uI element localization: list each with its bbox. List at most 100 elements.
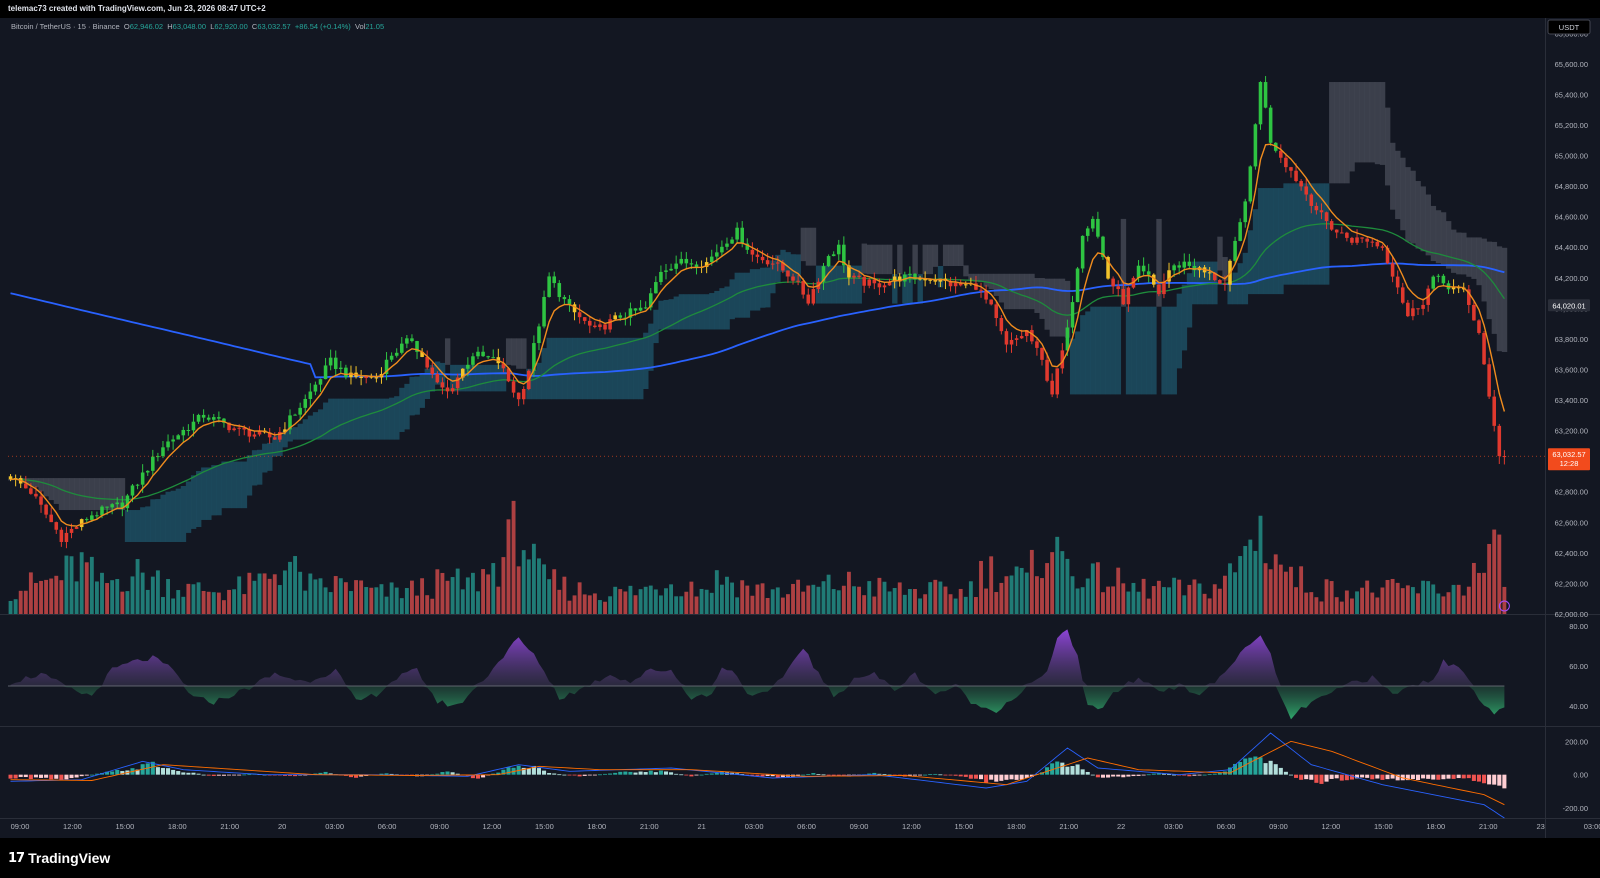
macd-histogram-bar [1466,774,1471,779]
volume-bar [110,580,115,614]
candle [1482,331,1486,365]
macd-histogram-bar [1116,774,1121,777]
candle-body [821,266,826,282]
candle [1360,237,1364,243]
volume-bar [1461,595,1466,614]
cloud-segment [1496,246,1503,352]
macd-histogram-bar [84,774,89,776]
price-chart[interactable]: 65,800.0065,600.0065,400.0065,200.0065,0… [0,18,1600,838]
candle-body [59,529,64,542]
time-tick-label: 06:00 [797,822,816,831]
candle [679,251,684,266]
candle-body [506,368,511,382]
tradingview-logo-icon[interactable]: 17 [8,850,25,866]
candle-body [1085,228,1090,236]
macd-histogram-bar [887,774,892,776]
candle [720,240,724,257]
cloud-segment [1420,186,1426,252]
cloud-segment [312,412,319,440]
volume-bar [1126,591,1131,614]
cloud-segment [190,475,197,529]
macd-histogram-bar [1009,774,1014,780]
macd-histogram-bar [496,772,501,775]
volume-bar [913,589,917,614]
volume-bar [135,559,140,614]
volume-bar [892,588,897,614]
volume-bar [562,576,567,614]
volume-bar [374,587,379,614]
cloud-segment [429,364,436,392]
candle [303,394,308,415]
cloud-segment [693,294,700,330]
cloud-segment [1369,82,1376,163]
candle-body [1314,205,1319,211]
cloud-segment [744,272,751,318]
candle-body [877,283,882,288]
macd-histogram-bar [1172,774,1177,776]
symbol-name[interactable]: Bitcoin / TetherUS · 15 · Binance [11,22,120,31]
cloud-segment [1014,273,1020,310]
brand-name[interactable]: TradingView [28,850,111,866]
macd-histogram-bar [1288,774,1294,776]
macd-histogram-bar [318,772,323,775]
cloud-segment [1374,82,1381,165]
cloud-segment [384,398,390,440]
candle-body [1324,212,1329,222]
candle-body [1223,283,1227,285]
cloud-segment [551,337,558,400]
volume-bar [1477,572,1481,614]
last-price-text: 63,032.57 [1552,450,1585,459]
cloud-segment [1339,82,1345,184]
cloud-segment [1141,306,1147,395]
candle-body [1299,181,1303,187]
macd-histogram-bar [445,771,450,775]
macd-histogram-bar [1029,774,1034,777]
candle [1187,253,1192,270]
volume-bar [186,583,191,614]
macd-histogram-bar [1400,774,1405,781]
volume-bar [272,574,277,614]
candle [948,277,953,292]
candle-body [1172,265,1176,271]
macd-histogram-bar [577,774,582,777]
price-tick-label: 62,200.00 [1555,579,1588,588]
chart-area[interactable]: 65,800.0065,600.0065,400.0065,200.0065,0… [0,18,1600,838]
candle [471,352,475,370]
candle-body [836,244,841,255]
macd-tick-label: 0.00 [1573,771,1588,780]
macd-histogram-bar [33,774,38,778]
cloud-segment [33,478,39,488]
macd-histogram-bar [542,770,547,775]
time-tick-label: 22 [1117,822,1125,831]
macd-histogram-bar [704,773,709,775]
candle [430,362,435,379]
volume-bar [1370,592,1375,614]
volume-bar [1268,569,1273,614]
volume-bar [282,570,287,614]
cloud-segment [617,337,624,400]
cloud-segment [1090,306,1096,395]
volume-bar [740,580,745,614]
volume-bar [770,589,775,614]
cloud-segment [516,338,522,369]
volume-bar [1487,543,1492,614]
candle [308,383,313,407]
candle-body [1451,287,1456,290]
time-tick-label: 20 [278,822,286,831]
volume-bar [974,597,978,614]
candle [450,384,455,394]
candle-body [196,414,201,422]
volume-bar [120,591,125,614]
candle-body [374,377,379,379]
volume-bar [765,597,770,614]
volume-bar [1101,592,1105,614]
macd-histogram-bar [1476,774,1482,782]
macd-histogram-bar [669,772,674,775]
volume-bar [115,579,120,614]
volume-bar [984,588,989,614]
cloud-segment [323,402,329,440]
rsi-pane: 80.00 60.00 40.00 [8,622,1588,720]
volume-bar [247,572,252,614]
candle-body [247,429,252,437]
candle-body [450,388,455,392]
